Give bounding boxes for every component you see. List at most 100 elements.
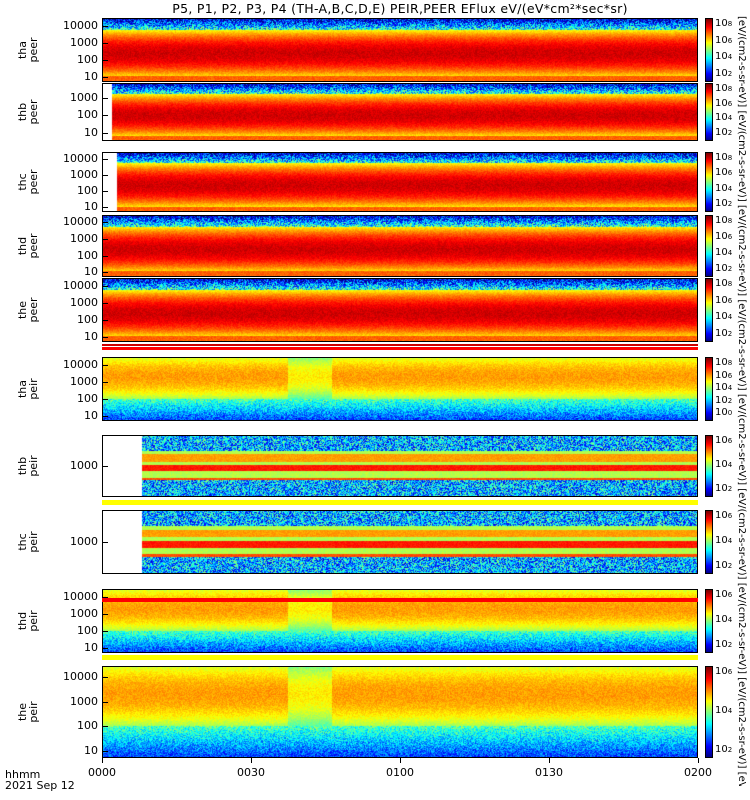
x-tick-label: 0030 bbox=[237, 766, 265, 779]
y-tick-mark bbox=[102, 285, 108, 287]
colorbar-tick-label: 106 bbox=[715, 589, 733, 600]
y-tick-mark bbox=[102, 398, 108, 400]
spectrogram-image bbox=[102, 18, 698, 82]
colorbar bbox=[705, 18, 713, 82]
colorbar-tick-label: 104 bbox=[715, 182, 733, 194]
x-tick-label: 0200 bbox=[684, 766, 712, 779]
colorbar-tick-label: 102 bbox=[715, 639, 733, 650]
y-tick-mark bbox=[102, 701, 108, 703]
y-tick-label: 1000 bbox=[70, 168, 98, 182]
quality-flag-bar bbox=[102, 347, 698, 350]
quality-flag-bar bbox=[102, 598, 698, 602]
panel-y-label: the peir bbox=[16, 701, 40, 723]
y-tick-mark bbox=[102, 175, 108, 177]
panel-y-label: the peer bbox=[16, 297, 40, 323]
colorbar-tick-label: 102 bbox=[715, 198, 733, 209]
y-tick-mark bbox=[102, 613, 108, 615]
y-tick-label: 100 bbox=[77, 719, 98, 733]
y-tick-label: 100 bbox=[77, 52, 98, 66]
y-tick-mark bbox=[102, 381, 108, 383]
colorbar-tick-label: 102 bbox=[715, 328, 733, 339]
y-tick-mark bbox=[102, 207, 108, 209]
spectrogram-image bbox=[102, 666, 698, 758]
colorbar bbox=[705, 215, 713, 277]
y-tick-label: 1000 bbox=[70, 231, 98, 245]
colorbar-tick-label: 102 bbox=[715, 127, 733, 138]
y-tick-label: 10 bbox=[84, 640, 98, 654]
y-tick-label: 100 bbox=[77, 108, 98, 122]
y-tick-label: 10000 bbox=[63, 278, 98, 292]
y-tick-mark bbox=[102, 647, 108, 649]
y-tick-label: 10 bbox=[84, 200, 98, 214]
spectrogram-panel-thc-peer bbox=[102, 152, 698, 212]
colorbar-tick-label: 106 bbox=[715, 666, 733, 677]
colorbar bbox=[705, 278, 713, 342]
x-tick-mark bbox=[102, 758, 103, 763]
y-tick-label: 10 bbox=[84, 329, 98, 343]
colorbar bbox=[705, 83, 713, 141]
y-tick-label: 1000 bbox=[70, 295, 98, 309]
panel-y-label: tha peir bbox=[16, 378, 40, 400]
x-axis-format-label: hhmm bbox=[5, 768, 41, 781]
colorbar-tick-label: 104 bbox=[715, 112, 733, 124]
colorbar-tick-label: 108 bbox=[715, 215, 733, 226]
y-tick-mark bbox=[102, 115, 108, 117]
colorbar-tick-label: 106 bbox=[715, 294, 733, 306]
y-tick-label: 1000 bbox=[70, 35, 98, 49]
y-tick-label: 10000 bbox=[63, 357, 98, 371]
x-tick-label: 0000 bbox=[88, 766, 116, 779]
panel-y-label: thb peir bbox=[16, 455, 40, 477]
y-tick-label: 10000 bbox=[63, 152, 98, 166]
colorbar-tick-label: 100 bbox=[715, 407, 733, 418]
panel-y-label: thd peer bbox=[16, 233, 40, 259]
colorbar-tick-label: 102 bbox=[715, 744, 733, 755]
y-tick-mark bbox=[102, 677, 108, 679]
y-tick-label: 1000 bbox=[70, 606, 98, 620]
y-tick-mark bbox=[102, 272, 108, 274]
y-tick-mark bbox=[102, 596, 108, 598]
y-tick-label: 10 bbox=[84, 408, 98, 422]
panel-y-label: thc peir bbox=[16, 531, 40, 553]
quality-flag-bar bbox=[102, 500, 698, 505]
spectrogram-panel-tha-peir bbox=[102, 357, 698, 421]
y-tick-mark bbox=[102, 466, 108, 467]
y-tick-label: 10 bbox=[84, 265, 98, 279]
y-tick-mark bbox=[102, 76, 108, 78]
colorbar-tick-label: 104 bbox=[715, 614, 733, 625]
y-tick-label: 100 bbox=[77, 312, 98, 326]
colorbar-tick-label: 102 bbox=[715, 394, 733, 406]
colorbar-tick-label: 108 bbox=[715, 278, 733, 289]
y-tick-label: 100 bbox=[77, 184, 98, 198]
panel-y-label: thb peer bbox=[16, 99, 40, 125]
colorbar bbox=[705, 435, 713, 497]
colorbar-tick-label: 102 bbox=[715, 263, 733, 274]
panel-y-label: tha peer bbox=[16, 37, 40, 63]
colorbar bbox=[705, 589, 713, 653]
y-tick-mark bbox=[102, 336, 108, 338]
colorbar-title: [eV/(cm2-s-sr-eV)] [eV/(cm2-s-sr-eV)] [e… bbox=[736, 16, 747, 786]
spectrogram-panel-thb-peer bbox=[102, 83, 698, 141]
spectrogram-image bbox=[102, 357, 698, 421]
y-tick-mark bbox=[102, 415, 108, 417]
colorbar-tick-label: 106 bbox=[715, 34, 733, 46]
colorbar-tick-label: 106 bbox=[715, 510, 733, 521]
y-tick-mark bbox=[102, 726, 108, 728]
colorbar-tick-label: 104 bbox=[715, 459, 733, 470]
x-tick-mark bbox=[698, 758, 699, 763]
y-tick-label: 100 bbox=[77, 623, 98, 637]
quality-flag-bar bbox=[102, 344, 698, 346]
y-tick-mark bbox=[102, 42, 108, 44]
x-tick-mark bbox=[549, 758, 550, 763]
colorbar-tick-label: 102 bbox=[715, 68, 733, 79]
y-tick-mark bbox=[102, 319, 108, 321]
panel-y-label: thd peir bbox=[16, 610, 40, 632]
spectrogram-panel-thb-peir_sparse bbox=[102, 435, 698, 497]
spectrogram-panel-thd-peer bbox=[102, 215, 698, 277]
colorbar-tick-label: 108 bbox=[715, 357, 733, 368]
y-tick-mark bbox=[102, 302, 108, 304]
colorbar-tick-label: 106 bbox=[715, 167, 733, 179]
y-tick-mark bbox=[102, 750, 108, 752]
colorbar-tick-label: 106 bbox=[715, 435, 733, 446]
y-tick-label: 100 bbox=[77, 391, 98, 405]
y-tick-mark bbox=[102, 255, 108, 257]
